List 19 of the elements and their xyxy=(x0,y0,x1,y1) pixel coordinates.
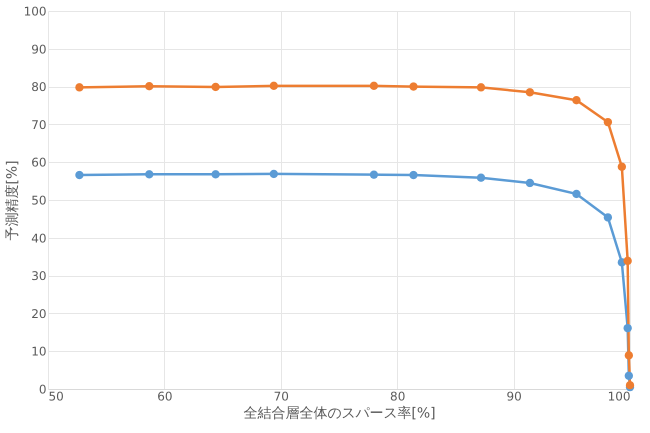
y-tick-label: 20 xyxy=(31,306,46,321)
x-tick-label: 80 xyxy=(390,390,406,404)
y-tick-label: 100 xyxy=(24,4,46,18)
y-tick-label: 70 xyxy=(31,118,46,132)
x-tick-label: 90 xyxy=(506,390,522,404)
y-tick-label: 80 xyxy=(31,80,46,94)
y-tick-label: 10 xyxy=(31,344,46,359)
y-tick-label: 0 xyxy=(38,382,46,396)
y-tick-label: 30 xyxy=(31,269,46,284)
y-tick-label: 60 xyxy=(31,156,46,170)
y-tick-label: 40 xyxy=(31,231,46,246)
x-tick-label: 100 xyxy=(608,390,630,404)
y-axis-title: 予測精度[%] xyxy=(4,160,21,241)
x-tick-label: 50 xyxy=(48,390,64,404)
y-tick-label: 90 xyxy=(31,42,46,56)
y-tick-label: 50 xyxy=(31,194,46,208)
x-tick-label: 60 xyxy=(157,390,173,404)
x-axis-title: 全結合層全体のスパース率[%] xyxy=(243,406,436,422)
x-tick-label: 70 xyxy=(274,390,289,404)
